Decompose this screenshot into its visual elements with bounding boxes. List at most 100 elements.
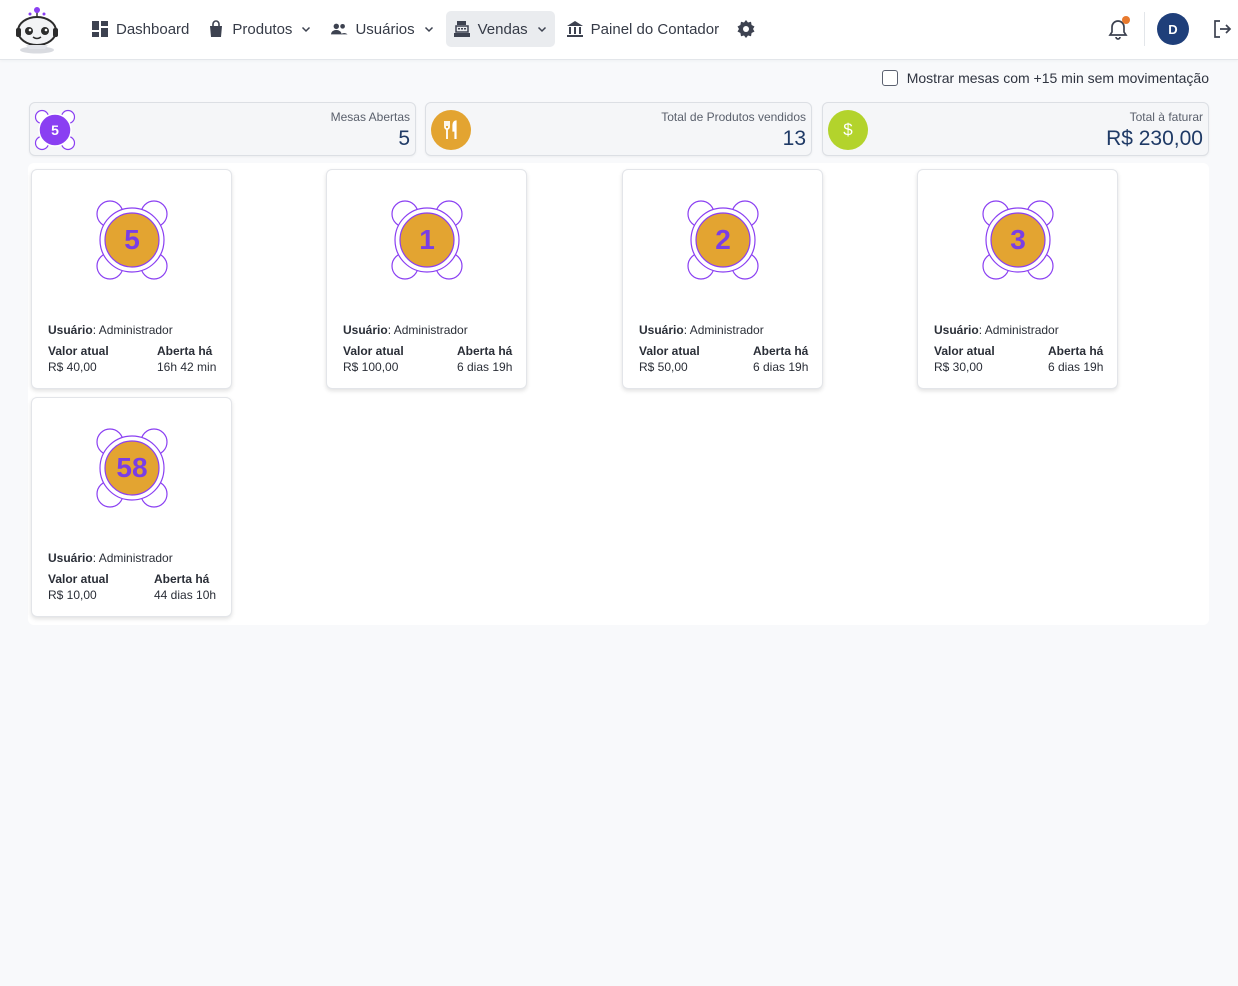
user-name: Administrador [98,551,173,565]
current-value-amount: R$ 30,00 [934,360,983,374]
nav-dashboard[interactable]: Dashboard [84,11,196,47]
current-value-amount: R$ 10,00 [48,588,97,602]
fork-knife-icon [431,110,471,150]
idle-tables-checkbox[interactable] [881,70,898,86]
notification-dot [1122,16,1130,24]
logout-icon[interactable] [1212,19,1232,39]
table-user: Usuário: Administrador [343,323,468,337]
table-user: Usuário: Administrador [639,323,764,337]
cash-register-icon [453,20,471,38]
nav-vendas[interactable]: Vendas [445,11,555,47]
table-card[interactable]: 5 Usuário: Administrador Valor atual R$ … [31,169,232,389]
nav-vendas-label: Vendas [477,20,528,38]
current-value-label: Valor atual [48,572,109,586]
current-value: Valor atual R$ 50,00 [639,343,700,375]
idle-tables-filter-label: Mostrar mesas com +15 min sem movimentaç… [906,70,1209,86]
opened-since-label: Aberta há [157,344,213,358]
robot-logo[interactable] [14,5,60,55]
user-label: Usuário [343,323,388,337]
user-name: Administrador [984,323,1059,337]
nav-dashboard-label: Dashboard [116,20,190,38]
table-number: 3 [1010,224,1026,255]
nav-produtos[interactable]: Produtos [200,11,319,47]
current-value: Valor atual R$ 30,00 [934,343,995,375]
opened-since: Aberta há 6 dias 19h [457,343,512,375]
user-name: Administrador [98,323,173,337]
tables-panel: 5 Usuário: Administrador Valor atual R$ … [28,163,1209,625]
stat-to-invoice: $ Total à faturar R$ 230,00 [822,102,1209,156]
table-card[interactable]: 3 Usuário: Administrador Valor atual R$ … [917,169,1118,389]
current-value-amount: R$ 100,00 [343,360,399,374]
table-card[interactable]: 2 Usuário: Administrador Valor atual R$ … [622,169,823,389]
current-value-label: Valor atual [639,344,700,358]
to-invoice-value: R$ 230,00 [1106,127,1203,150]
table-icon [34,109,76,151]
top-navbar: Dashboard Produtos Usuários Vendas [0,0,1238,60]
current-value-label: Valor atual [934,344,995,358]
opened-since: Aberta há 6 dias 19h [753,343,808,375]
chevron-down-icon [300,23,312,35]
opened-since-value: 6 dias 19h [1048,360,1104,374]
chevron-down-icon [423,23,435,35]
user-label: Usuário [48,551,93,565]
table-card[interactable]: 58 Usuário: Administrador Valor atual R$… [31,397,232,617]
opened-since-label: Aberta há [753,344,809,358]
bell-icon[interactable] [1107,18,1129,40]
table-number: 58 [116,452,148,483]
table-number: 5 [124,224,140,255]
current-value-label: Valor atual [343,344,404,358]
table-user: Usuário: Administrador [48,323,173,337]
open-tables-value: 5 [398,127,410,150]
table-number: 2 [715,224,731,255]
chevron-down-icon [536,23,548,35]
user-label: Usuário [48,323,93,337]
table-user: Usuário: Administrador [934,323,1059,337]
stat-open-tables: 5 Mesas Abertas 5 [29,102,416,156]
open-tables-badge: 5 [51,122,59,138]
user-label: Usuário [639,323,684,337]
table-card[interactable]: 1 Usuário: Administrador Valor atual R$ … [326,169,527,389]
nav-painel-contador[interactable]: Painel do Contador [559,11,726,47]
current-value-label: Valor atual [48,344,109,358]
stat-products-sold: Total de Produtos vendidos 13 [425,102,812,156]
nav-usuarios-label: Usuários [355,20,415,38]
main-nav: Dashboard Produtos Usuários Vendas [84,11,756,47]
table-user: Usuário: Administrador [48,551,173,565]
shopping-bag-icon [207,20,225,38]
opened-since: Aberta há 44 dias 10h [154,571,216,603]
bank-icon [566,20,584,38]
idle-tables-filter[interactable]: Mostrar mesas com +15 min sem movimentaç… [881,70,1209,86]
dollar-icon: $ [828,110,868,150]
dashboard-icon [91,20,109,38]
current-value: Valor atual R$ 100,00 [343,343,404,375]
user-name: Administrador [393,323,468,337]
opened-since-label: Aberta há [457,344,513,358]
table-icon: 1 [390,198,464,282]
open-tables-label: Mesas Abertas [330,110,410,124]
opened-since-value: 16h 42 min [157,360,217,374]
gear-icon[interactable] [736,19,756,39]
opened-since: Aberta há 6 dias 19h [1048,343,1103,375]
opened-since-value: 6 dias 19h [753,360,809,374]
current-value-amount: R$ 40,00 [48,360,97,374]
current-value-amount: R$ 50,00 [639,360,688,374]
avatar[interactable]: D [1157,13,1189,45]
opened-since-value: 44 dias 10h [154,588,217,602]
opened-since-value: 6 dias 19h [457,360,513,374]
users-icon [330,20,348,38]
nav-produtos-label: Produtos [232,20,293,38]
table-icon: 58 [95,426,169,510]
current-value: Valor atual R$ 10,00 [48,571,109,603]
products-sold-value: 13 [782,127,806,150]
opened-since-label: Aberta há [1048,344,1104,358]
to-invoice-label: Total à faturar [1129,110,1203,124]
table-icon: 2 [686,198,760,282]
products-sold-label: Total de Produtos vendidos [661,110,806,124]
nav-usuarios[interactable]: Usuários [323,11,441,47]
opened-since: Aberta há 16h 42 min [157,343,216,375]
current-value: Valor atual R$ 40,00 [48,343,109,375]
opened-since-label: Aberta há [154,572,210,586]
table-number: 1 [419,224,435,255]
nav-painel-contador-label: Painel do Contador [590,20,720,38]
table-icon: 3 [981,198,1055,282]
